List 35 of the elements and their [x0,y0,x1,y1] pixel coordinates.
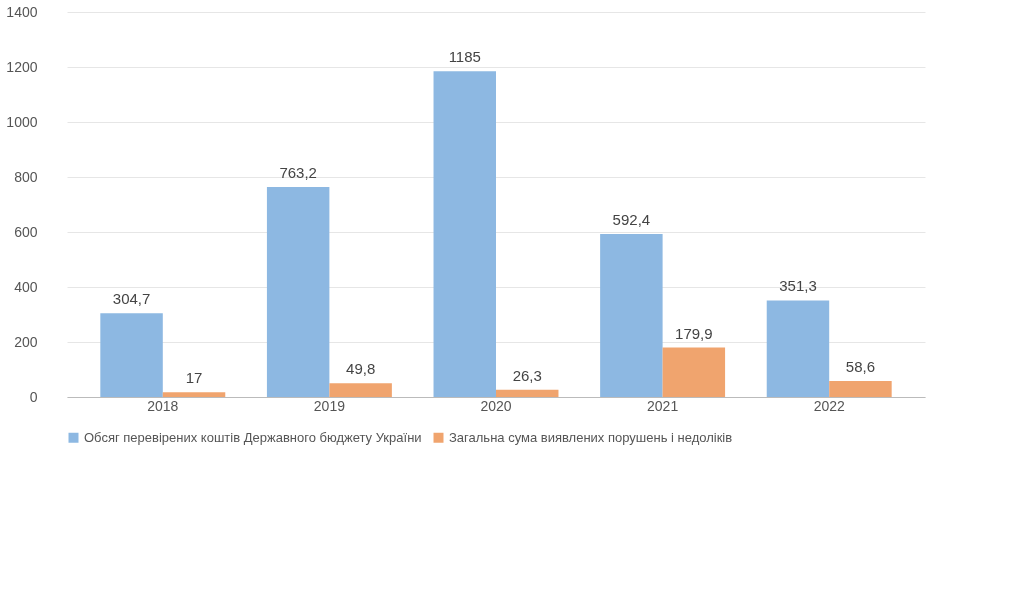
y-tick-label: 1000 [6,113,38,130]
bar [600,234,663,397]
data-label: 304,7 [112,290,151,308]
bar [496,389,559,397]
x-tick-label: 2022 [813,397,845,414]
bar [266,187,330,397]
bar [329,383,392,397]
y-tick-label: 200 [14,333,38,350]
x-tick-label: 2021 [647,397,679,414]
bar [829,380,892,397]
y-tick-label: 1200 [6,58,38,75]
x-tick-label: 2019 [313,397,346,414]
y-tick-label: 600 [14,223,38,240]
data-label: 26,3 [512,366,542,384]
legend-label: Загальна сума виявлених порушень і недоліків [449,429,733,445]
bar [766,300,830,397]
data-label: 58,6 [845,357,876,375]
data-label: 179,9 [675,324,713,342]
y-tick-label: 0 [29,388,38,405]
data-label: 763,2 [279,164,317,182]
legend-label: Обсяг перевірених коштів Державного бюджету України [84,429,422,445]
x-tick-label: 2018 [147,397,179,414]
data-label: 1185 [448,48,481,66]
bar [100,313,163,397]
data-label: 17 [185,369,203,387]
bar [433,71,496,397]
y-tick-label: 400 [14,278,38,295]
y-tick-label: 800 [14,168,38,185]
data-label: 49,8 [346,360,376,378]
x-tick-label: 2020 [480,397,512,414]
y-tick-label: 1400 [6,3,38,20]
data-label: 351,3 [779,277,817,295]
bar [162,392,226,397]
bar [662,347,726,397]
data-label: 592,4 [612,211,651,229]
